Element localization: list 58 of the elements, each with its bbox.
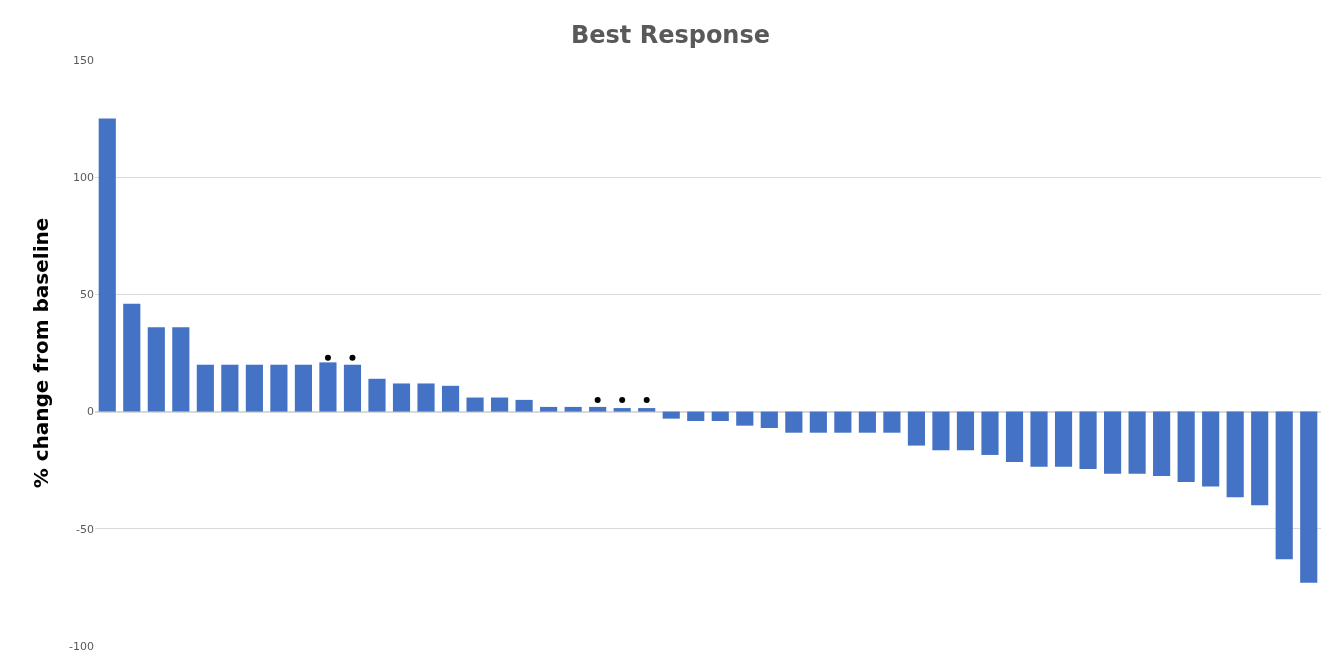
bar <box>1104 411 1122 474</box>
bar <box>270 364 288 412</box>
bar <box>687 411 705 421</box>
bar <box>1005 411 1024 462</box>
bar <box>1079 411 1097 470</box>
bar <box>540 406 558 412</box>
bar <box>589 406 607 412</box>
bar <box>1251 411 1269 506</box>
bar <box>491 397 509 412</box>
y-tick-label: 50 <box>80 288 94 302</box>
bar <box>1300 411 1318 583</box>
bar <box>907 411 925 446</box>
bar <box>932 411 950 451</box>
y-tick-label: 0 <box>87 405 94 419</box>
chart-title: Best Response <box>570 21 771 50</box>
bar <box>564 406 582 412</box>
bar <box>834 411 852 433</box>
bar <box>1054 411 1073 467</box>
bar <box>1153 411 1171 477</box>
bar <box>196 364 214 412</box>
bar <box>1202 411 1220 487</box>
bar <box>638 408 656 412</box>
bar <box>466 397 484 412</box>
bar <box>785 411 803 433</box>
bar <box>1177 411 1195 482</box>
bar <box>294 364 312 412</box>
bar <box>981 411 999 455</box>
bar <box>662 411 680 419</box>
bar <box>883 411 901 433</box>
bar <box>809 411 827 433</box>
bar <box>172 327 190 412</box>
bar <box>613 408 631 412</box>
bar <box>123 303 141 412</box>
y-tick-label: 150 <box>73 53 94 67</box>
bar <box>319 362 337 412</box>
bar <box>1030 411 1048 467</box>
bar <box>98 118 116 412</box>
bar <box>147 327 165 412</box>
bar <box>392 383 411 412</box>
bar <box>1128 411 1146 474</box>
bar <box>858 411 876 433</box>
bar <box>515 399 533 412</box>
bar <box>1226 411 1244 498</box>
y-tick-label: 100 <box>73 171 94 185</box>
bar <box>711 411 729 421</box>
bar <box>417 383 435 412</box>
y-tick-label: -50 <box>76 522 94 536</box>
bar <box>956 411 975 451</box>
bar <box>441 385 460 412</box>
bar <box>1275 411 1293 560</box>
bar <box>368 378 386 412</box>
bar <box>221 364 239 412</box>
bar <box>760 411 778 429</box>
bar <box>736 411 754 426</box>
y-tick-label: -100 <box>69 639 94 653</box>
bar <box>343 364 362 412</box>
y-axis-title: % change from baseline <box>28 217 53 489</box>
bar <box>245 364 263 412</box>
